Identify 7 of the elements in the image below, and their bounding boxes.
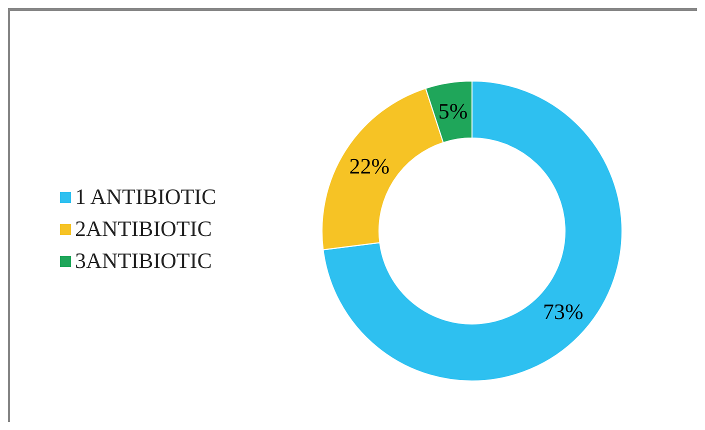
- legend-label: 1 ANTIBIOTIC: [75, 184, 216, 210]
- legend-label: 2ANTIBIOTIC: [75, 216, 212, 242]
- data-label: 73%: [542, 298, 584, 324]
- donut-slice: [322, 80, 622, 382]
- data-label: 22%: [349, 153, 390, 178]
- data-label: 5%: [438, 98, 468, 124]
- legend-label: 3ANTIBIOTIC: [75, 248, 212, 274]
